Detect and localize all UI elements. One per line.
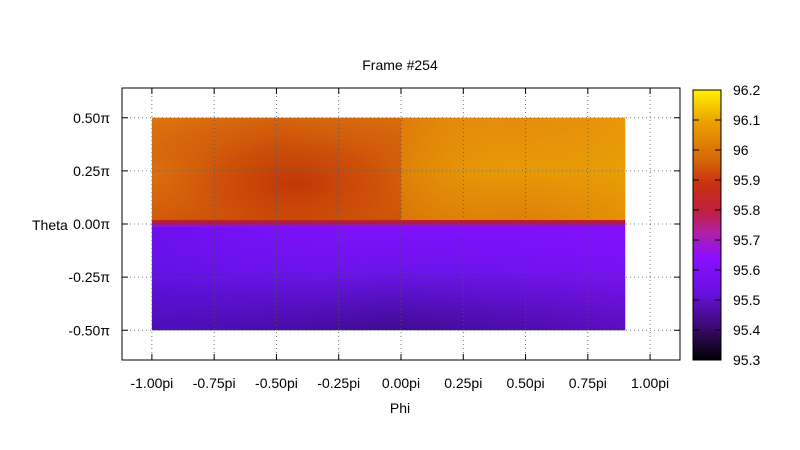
colorbar-tick-label: 95.9 — [733, 172, 760, 188]
colorbar-tick-label: 95.8 — [733, 202, 760, 218]
colorbar-tick-label: 95.5 — [733, 292, 760, 308]
heatmap-minimum-blob — [151, 117, 401, 224]
x-axis-label: Phi — [390, 400, 410, 416]
y-tick-label: 0.50π — [73, 110, 110, 126]
colorbar-tick-label: 96.2 — [733, 82, 760, 98]
grid-lines — [122, 88, 680, 360]
x-tick-label: 1.00pi — [631, 375, 669, 391]
x-tick-label: 0.25pi — [444, 375, 482, 391]
chart-title: Frame #254 — [362, 57, 438, 73]
x-tick-label: 0.00pi — [382, 375, 420, 391]
colorbar-tick-label: 95.4 — [733, 322, 760, 338]
y-tick-label: -0.50π — [68, 322, 110, 338]
colorbar-tick-label: 95.3 — [733, 352, 760, 368]
colorbar-tick-label: 95.6 — [733, 262, 760, 278]
colorbar-tick-label: 96 — [733, 142, 749, 158]
y-axis-ticks: 0.50π 0.25π 0.00π -0.25π -0.50π — [68, 110, 680, 338]
colorbar-tick-label: 95.7 — [733, 232, 760, 248]
y-tick-label: 0.25π — [73, 163, 110, 179]
x-tick-label: -1.00pi — [130, 375, 173, 391]
x-tick-label: 0.75pi — [569, 375, 607, 391]
colorbar-ticks: 95.3 95.4 95.5 95.6 95.7 95.8 95.9 96 96.1 96.2 — [693, 82, 760, 368]
colorbar — [692, 89, 722, 361]
x-tick-label: -0.75pi — [193, 375, 236, 391]
x-tick-label: 0.50pi — [506, 375, 544, 391]
y-tick-label: -0.25π — [68, 269, 110, 285]
x-tick-label: -0.25pi — [317, 375, 360, 391]
y-axis-label: Theta — [32, 217, 68, 233]
x-axis-ticks: -1.00pi -0.75pi -0.50pi -0.25pi 0.00pi 0.25pi… — [130, 88, 669, 391]
x-tick-label: -0.50pi — [255, 375, 298, 391]
heatmap-seam — [151, 220, 626, 227]
colorbar-tick-label: 96.1 — [733, 112, 760, 128]
y-tick-label: 0.00π — [73, 216, 110, 232]
